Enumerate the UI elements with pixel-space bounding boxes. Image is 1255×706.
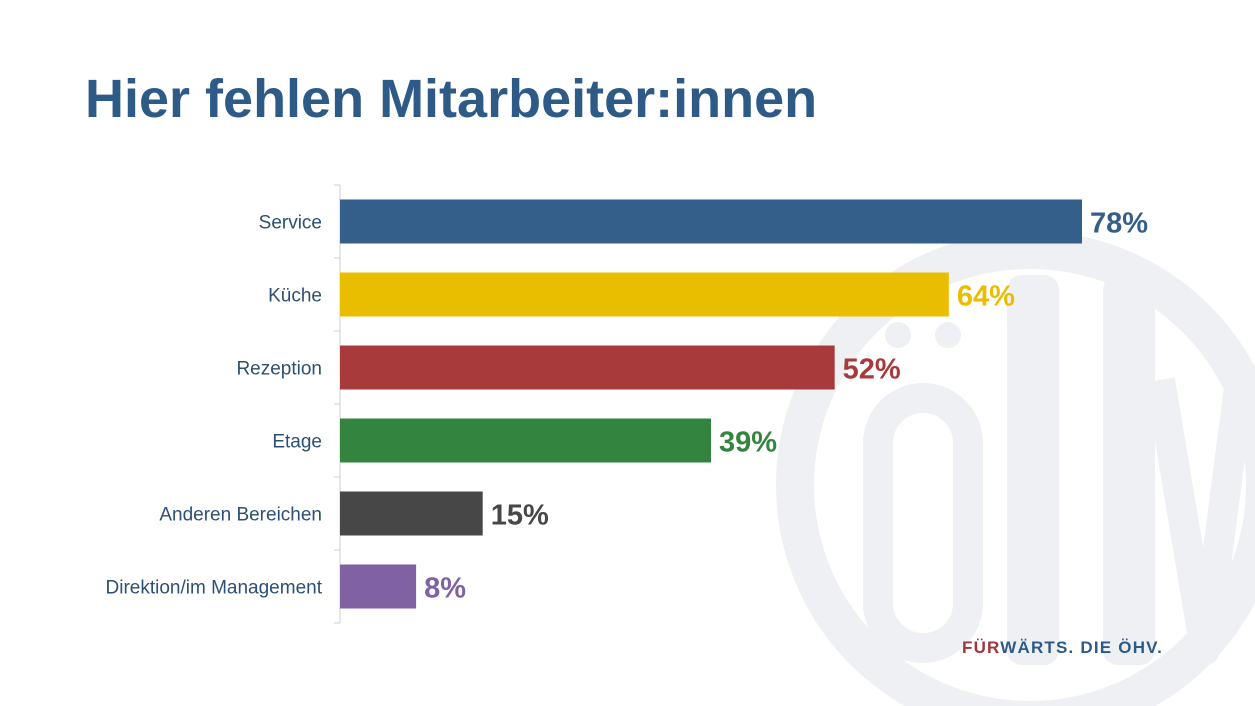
value-label: 52% [843, 354, 901, 386]
category-label: Etage [272, 432, 322, 453]
category-label: Direktion/im Management [106, 578, 323, 599]
category-label: Rezeption [236, 359, 322, 380]
category-label: Anderen Bereichen [159, 505, 322, 526]
bar [340, 564, 417, 609]
category-label: Service [259, 213, 322, 234]
bar [340, 418, 711, 463]
value-label: 78% [1090, 208, 1148, 240]
bar [340, 199, 1082, 244]
category-label: Küche [268, 286, 322, 307]
page-title: Hier fehlen Mitarbeiter:innen [85, 69, 818, 129]
footer-slogan-part1: FÜR [962, 638, 1001, 657]
value-label: 39% [719, 427, 777, 459]
footer-slogan: FÜRWÄRTS. DIE ÖHV. [962, 638, 1163, 658]
value-label: 64% [957, 281, 1015, 313]
bar [340, 491, 483, 536]
bar [340, 345, 835, 390]
value-label: 8% [424, 573, 466, 605]
footer-slogan-part2: WÄRTS. DIE ÖHV. [1000, 638, 1164, 657]
value-label: 15% [491, 500, 549, 532]
bar [340, 272, 949, 317]
